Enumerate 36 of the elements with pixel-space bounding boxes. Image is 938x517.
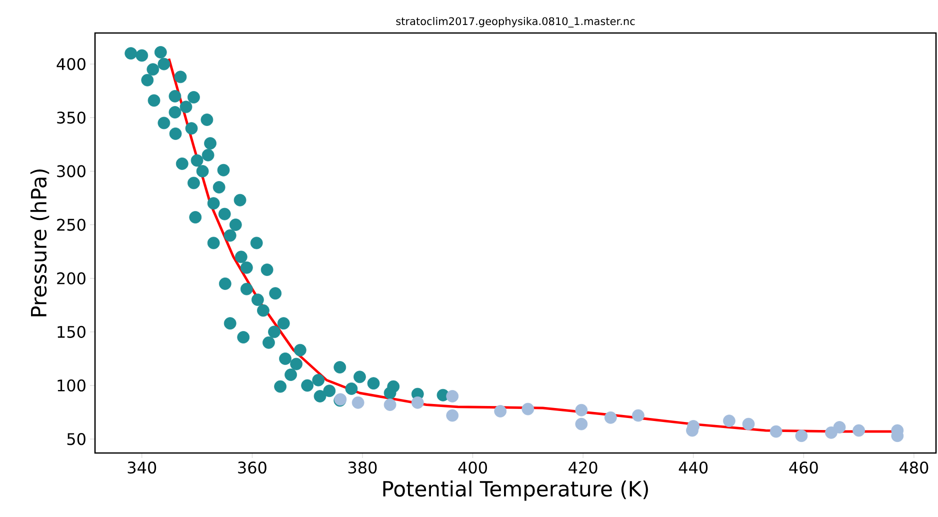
point: [411, 396, 424, 409]
y-tick-label: 150: [58, 326, 86, 338]
x-tick-label: 480: [899, 462, 928, 474]
point: [742, 418, 755, 430]
x-tick-label: 420: [568, 462, 598, 474]
x-tick-label: 380: [348, 462, 377, 474]
y-tick-label: 200: [57, 272, 86, 284]
point: [852, 424, 866, 437]
point: [770, 425, 782, 438]
x-tick-label: 340: [128, 462, 156, 474]
point: [795, 430, 808, 442]
y-tick-label: 50: [67, 433, 86, 446]
chart-title: stratoclim2017.geophysika.0810_1.master.nc: [396, 17, 635, 28]
x-tick-label: 440: [678, 462, 708, 474]
point: [604, 411, 617, 424]
y-tick-label: 250: [57, 218, 86, 231]
point: [522, 402, 534, 416]
y-tick-label: 350: [57, 112, 86, 124]
point: [575, 404, 588, 416]
x-tick-label: 400: [458, 462, 487, 474]
point: [384, 398, 396, 411]
x-tick-label: 460: [789, 462, 818, 474]
point: [446, 390, 459, 402]
point: [446, 409, 459, 422]
point: [825, 426, 838, 439]
x-tick-label: 360: [238, 462, 266, 474]
point: [352, 396, 364, 409]
y-tick-label: 100: [58, 379, 86, 392]
point: [575, 418, 588, 430]
y-tick-label: 400: [56, 58, 86, 70]
x-axis-title: Potential Temperature (K): [383, 480, 648, 501]
y-tick-label: 300: [57, 165, 86, 178]
point: [723, 414, 736, 428]
point: [632, 409, 644, 422]
y-axis-title: Pressure (hPa): [30, 169, 50, 316]
point: [494, 405, 507, 418]
